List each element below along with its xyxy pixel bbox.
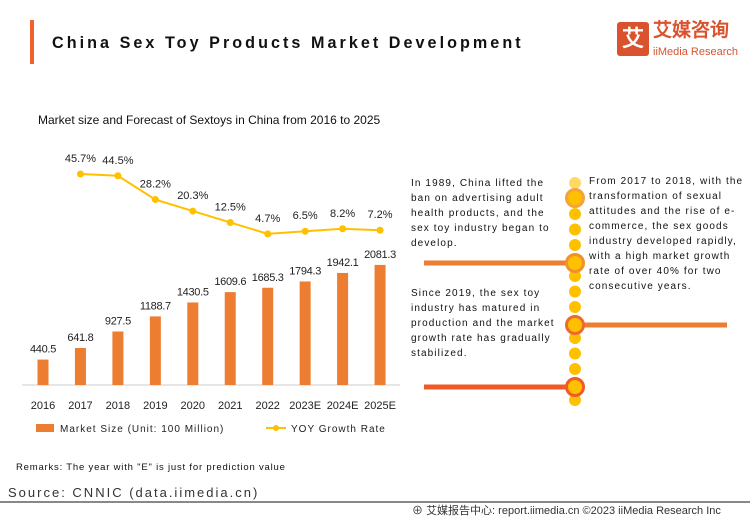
timeline-dot (569, 177, 581, 189)
growth-label: 45.7% (65, 153, 96, 165)
x-tick-label: 2022 (255, 400, 279, 412)
x-tick-label: 2019 (143, 400, 167, 412)
page-title: China Sex Toy Products Market Developmen… (52, 33, 524, 52)
growth-label: 44.5% (102, 155, 133, 167)
legend-line-label: YOY Growth Rate (291, 424, 386, 435)
x-tick-label: 2017 (68, 400, 92, 412)
source: Source: CNNIC (data.iimedia.cn) (8, 485, 260, 500)
bar-label: 1188.7 (140, 300, 171, 312)
footer-text: 艾媒报告中心: report.iimedia.cn ©2023 iiMedia … (426, 505, 721, 517)
timeline-dot (569, 301, 581, 313)
x-tick-label: 2018 (106, 400, 130, 412)
legend-bar-swatch (36, 424, 54, 432)
bar (262, 287, 274, 385)
remarks: Remarks: The year with "E" is just for p… (16, 462, 286, 473)
globe-icon: ⊕ (412, 505, 427, 517)
growth-point (301, 227, 309, 235)
bar (337, 272, 349, 385)
bar-label: 1685.3 (252, 272, 284, 284)
growth-point (226, 218, 234, 226)
chart-title: Market size and Forecast of Sextoys in C… (38, 113, 381, 127)
x-tick-label: 2024E (327, 400, 359, 412)
bar (299, 281, 311, 385)
logo-en-text: iiMedia Research (653, 46, 738, 58)
footer-divider (0, 501, 750, 503)
growth-label: 8.2% (330, 208, 355, 220)
bar-label: 2081.3 (364, 249, 396, 261)
logo-mark-icon: 艾 (617, 22, 649, 56)
bar-label: 927.5 (105, 315, 131, 327)
growth-point (264, 230, 272, 238)
timeline-text-1989: In 1989, China lifted the ban on adverti… (411, 178, 550, 249)
timeline-dot (569, 223, 581, 236)
legend-line-marker (273, 425, 279, 431)
timeline-dot (569, 285, 581, 298)
timeline-dot (569, 394, 581, 406)
timeline-dot (569, 363, 581, 375)
growth-label: 7.2% (368, 209, 393, 221)
x-tick-label: 2025E (364, 400, 396, 412)
legend-bar-label: Market Size (Unit: 100 Million) (60, 424, 224, 435)
bar (374, 264, 386, 385)
timeline-milestone (565, 377, 585, 397)
growth-point (114, 172, 122, 180)
x-tick-label: 2020 (181, 400, 205, 412)
growth-label: 28.2% (140, 179, 171, 191)
bar (224, 292, 236, 385)
x-tick-label: 2016 (31, 400, 55, 412)
bar (37, 359, 49, 385)
logo-cn-text: 艾媒咨询 (653, 20, 730, 41)
x-tick-label: 2021 (218, 400, 242, 412)
growth-label: 12.5% (215, 201, 246, 213)
bar-label: 1430.5 (177, 286, 209, 298)
timeline-dot (569, 332, 581, 344)
timeline-milestone (565, 315, 585, 335)
bar (112, 331, 124, 385)
timeline-dot (569, 270, 581, 282)
timeline-dot (569, 208, 581, 220)
bar-label: 1794.3 (289, 265, 321, 277)
timeline-dot (569, 239, 581, 251)
growth-label: 20.3% (177, 190, 208, 202)
bar (149, 316, 161, 385)
growth-point (376, 226, 384, 234)
footer: ⊕ 艾媒报告中心: report.iimedia.cn ©2023 iiMedi… (412, 504, 721, 518)
bar-label: 440.5 (30, 344, 56, 356)
timeline-text-2019: Since 2019, the sex toy industry has mat… (411, 288, 555, 359)
growth-point (151, 196, 159, 204)
title-accent-bar (30, 20, 34, 64)
bar (74, 347, 86, 385)
bar-label: 1609.6 (214, 276, 246, 288)
iimedia-logo: 艾 艾媒咨询 iiMedia Research (617, 20, 742, 64)
timeline-milestone (565, 253, 585, 273)
growth-label: 6.5% (293, 210, 318, 222)
bar-label: 641.8 (67, 332, 93, 344)
timeline-dot (569, 347, 581, 360)
growth-point (339, 225, 347, 233)
timeline-milestone (565, 188, 585, 208)
bar-label: 1942.1 (327, 257, 359, 269)
bar (187, 302, 199, 385)
growth-label: 4.7% (255, 213, 280, 225)
x-tick-label: 2023E (289, 400, 321, 412)
timeline-text-2017: From 2017 to 2018, with the transformati… (589, 176, 744, 292)
growth-point (189, 207, 197, 215)
growth-point (76, 170, 84, 178)
